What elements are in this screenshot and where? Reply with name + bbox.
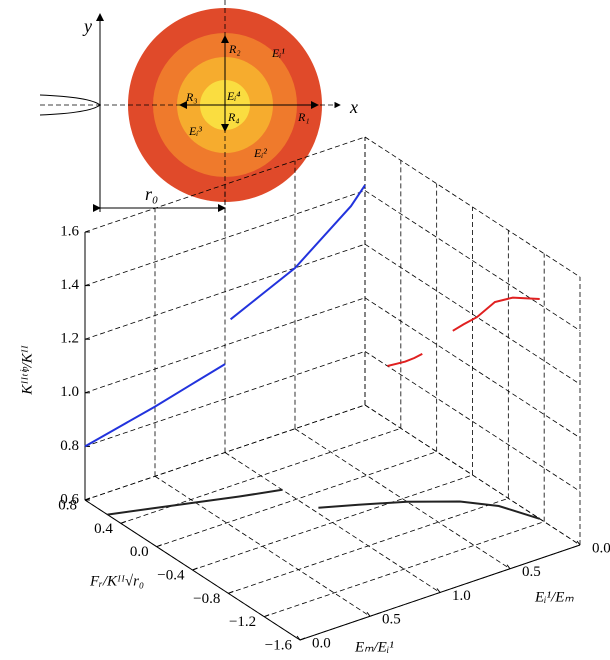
y-tick [156,544,162,548]
x-tick-label: 0.0 [312,635,331,651]
x-tick [366,611,371,617]
z-tick-label: 1.6 [60,223,79,239]
grid-line [294,428,511,570]
k-curve [84,184,366,448]
y-tick-label: 0.8 [58,497,77,513]
radius-label: R₁ [297,110,310,124]
modulus-label: Eᵢ⁴ [226,89,240,103]
x-tick-label: 1.0 [452,588,471,604]
grid-line [84,351,366,447]
y-tick-label: −0.8 [193,591,220,607]
y-tick [299,637,306,641]
y-tick [228,590,234,594]
grid-line [84,190,366,286]
x-tick [576,540,581,546]
grid-line [364,351,581,492]
grid-line [264,521,545,618]
y-tick-label: −1.2 [229,614,256,630]
x-tick-label: 0.5 [382,612,401,628]
x-tick-label: 0.0 [592,540,610,556]
modulus-label: Eᵢ² [253,146,267,160]
radius-label: R₄ [227,110,240,124]
z-tick-label: 0.6 [60,491,79,507]
x-axis-title-left: Eₘ/Eᵢ¹ [354,639,394,655]
y-tick [192,567,198,571]
z-axis-title: Kᴵᴵᵗⁱᵖ/Kᴵᴵ [19,345,35,395]
inset-y-label: y [82,16,92,36]
modulus-label: Eᵢ³ [188,124,202,138]
inset-x-label: x [349,97,358,117]
x-axis-title-right: Eᵢ¹/Eₘ [534,589,574,605]
inset-diagram: x y r₀ R₁ R₂ R₃ R₄ Eᵢ¹ Eᵢ² Eᵢ³ Eᵢ⁴ [39,0,358,232]
x-tick [296,635,301,641]
y-tick-label: 0.0 [130,544,149,560]
grid-line [120,427,401,524]
y-axis-title: Fᵣ/Kᴵᴵ√r₀ [89,573,144,589]
x-tick-label: 0.5 [522,564,541,580]
grid-line [84,404,366,501]
grid-line [364,190,581,331]
radius-label: R₃ [185,90,198,104]
f-curve [107,488,540,520]
crack [39,94,101,116]
z-tick-label: 1.4 [60,277,79,293]
y-tick-label: −1.6 [265,637,293,653]
grid-line [192,474,473,571]
modulus-label: Eᵢ¹ [271,46,285,60]
z-tick-label: 1.2 [60,331,79,347]
y-tick-label: −0.4 [157,567,185,583]
x-tick [506,564,511,570]
grid-line [228,497,509,594]
y-tick [120,520,127,524]
r0-label: r₀ [145,184,158,204]
radius-label: R₂ [228,42,241,56]
z-tick-label: 1.0 [60,384,79,400]
y-tick-label: 0.4 [94,521,113,537]
x-tick [436,588,441,593]
k-f-projection [387,296,540,367]
grid-line [156,451,437,548]
z-tick-label: 0.8 [60,438,79,454]
y-tick [84,497,91,501]
y-tick [263,614,270,618]
